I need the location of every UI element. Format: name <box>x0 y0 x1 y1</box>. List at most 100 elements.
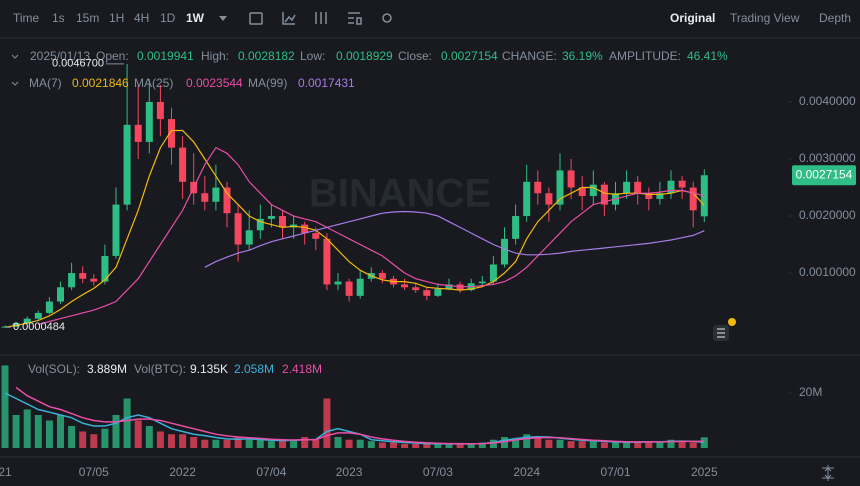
candle-body <box>245 230 253 245</box>
volume-bar <box>600 442 608 448</box>
volume-bar <box>45 420 53 448</box>
volume-bar <box>12 414 20 448</box>
candle-body <box>534 181 542 194</box>
candle-body <box>256 218 264 231</box>
volume-bar <box>68 425 76 448</box>
volume-bar <box>623 442 631 448</box>
view-tab[interactable]: Trading View <box>730 11 800 25</box>
candle-body <box>145 102 153 142</box>
candle-body <box>34 312 42 319</box>
candle-body <box>201 193 209 202</box>
interval-label: Time <box>13 11 40 25</box>
interval-button[interactable]: 1s <box>52 11 65 25</box>
volume-bar <box>523 434 531 448</box>
x-tick-label: 07/01 <box>600 465 630 479</box>
dropdown-icon[interactable] <box>219 16 227 21</box>
volume-bar <box>112 414 120 448</box>
volume-bar <box>345 439 353 448</box>
ma-line <box>38 146 705 325</box>
x-tick-label: 07/03 <box>423 465 453 479</box>
ma-legend-value: 0.0023544 <box>186 76 243 90</box>
layout-icon[interactable] <box>348 12 362 25</box>
volume-bar <box>434 443 442 448</box>
calendar-icon[interactable] <box>249 12 263 25</box>
volume-bar <box>179 434 187 448</box>
legend-label: High: <box>201 49 229 63</box>
volume-bar <box>612 442 619 448</box>
ma-legend-value: 0.0017431 <box>298 76 355 90</box>
candle-body <box>667 180 675 194</box>
volume-bar <box>101 428 109 448</box>
legend-value: 0.0027154 <box>441 49 498 63</box>
y-tick-label: 0.0010000 <box>799 265 856 279</box>
volume-bar <box>534 436 542 448</box>
volume-bar <box>423 443 431 448</box>
legend-value: 36.19% <box>562 49 603 63</box>
y-tick-label: 0.0020000 <box>799 208 856 222</box>
candle-body <box>312 233 320 239</box>
volume-bar <box>190 436 198 448</box>
volume-bar <box>401 443 409 448</box>
candle-body <box>401 284 409 288</box>
x-tick-label: 2023 <box>336 465 363 479</box>
volume-bar <box>489 439 497 448</box>
volume-bar <box>134 420 142 448</box>
volume-bar <box>223 439 231 448</box>
volume-bar <box>201 439 209 448</box>
interval-button[interactable]: 4H <box>134 11 149 25</box>
candle-icon[interactable] <box>315 12 327 24</box>
volume-bar <box>123 398 131 448</box>
candle-body <box>212 187 220 202</box>
candle-body <box>156 102 164 120</box>
volume-bar <box>234 436 242 448</box>
candle-body <box>412 287 420 291</box>
volume-bar <box>512 439 520 448</box>
interval-button[interactable]: 15m <box>76 11 99 25</box>
volume-bar <box>57 414 64 448</box>
volume-bar <box>456 443 464 448</box>
settings-icon[interactable] <box>382 13 392 23</box>
candle-body <box>434 289 442 296</box>
view-tab[interactable]: Depth <box>819 11 851 25</box>
indicator-icon[interactable] <box>282 12 296 25</box>
candle-body <box>501 238 508 265</box>
scale-toggle-icon[interactable] <box>822 465 834 481</box>
volume-bar <box>645 442 653 448</box>
candle-body <box>334 281 342 285</box>
volume-bar <box>367 441 375 448</box>
candle-body <box>179 147 187 182</box>
x-tick-label: 07/05 <box>79 465 109 479</box>
legend-label: Open: <box>96 49 129 63</box>
collapse-icon[interactable] <box>11 54 19 59</box>
candle-body <box>90 278 98 282</box>
volume-bar <box>700 437 708 448</box>
view-tab-active[interactable]: Original <box>670 11 715 25</box>
last-price-label: 0.0027154 <box>796 167 853 181</box>
candle-body <box>345 281 353 296</box>
x-tick-label: 21 <box>0 465 12 479</box>
legend-label: CHANGE: <box>502 49 557 63</box>
collapse-icon[interactable] <box>11 81 19 86</box>
volume-bar <box>79 431 87 448</box>
volume-bar <box>556 439 564 448</box>
ma-legend-name: MA(25) <box>134 76 173 90</box>
interval-button[interactable]: 1D <box>160 11 176 25</box>
candle-body <box>279 216 286 228</box>
volume-bar <box>267 441 275 448</box>
candle-body <box>112 204 120 256</box>
ma-legend-name: MA(7) <box>29 76 62 90</box>
ma-legend-name: MA(99) <box>248 76 287 90</box>
annotation: 0.0046700 <box>52 58 104 70</box>
volume-bar <box>501 436 508 448</box>
candle-body <box>634 181 642 194</box>
interval-button[interactable]: 1H <box>109 11 124 25</box>
candle-body <box>234 213 242 245</box>
candle-body <box>567 170 575 188</box>
candle-body <box>600 184 608 205</box>
legend-date: 2025/01/13 <box>30 49 90 63</box>
interval-button-active[interactable]: 1W <box>186 11 205 25</box>
volume-bar <box>23 409 31 448</box>
volume-legend-name: Vol(SOL): <box>28 362 80 376</box>
candle-body <box>523 181 531 217</box>
